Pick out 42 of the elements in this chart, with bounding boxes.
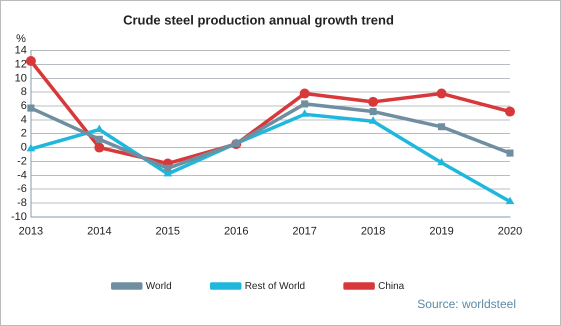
y-tick-label: -8 <box>17 196 27 209</box>
legend-label: Rest of World <box>244 280 306 292</box>
y-tick-label: -4 <box>17 169 27 182</box>
point <box>301 100 308 108</box>
point <box>368 96 378 107</box>
point <box>164 164 172 172</box>
point <box>505 106 515 117</box>
point <box>26 144 36 152</box>
point <box>26 56 36 66</box>
point <box>506 150 514 157</box>
x-tick-label: 2015 <box>156 225 180 238</box>
y-tick-label: -10 <box>10 210 27 223</box>
point <box>436 88 447 99</box>
y-tick-label: 0 <box>20 142 27 154</box>
y-tick-label: -6 <box>17 183 27 196</box>
y-tick-label: 12 <box>14 58 27 70</box>
point <box>94 142 104 153</box>
chart-title: Crude steel production annual growth trend <box>123 12 394 28</box>
point <box>506 196 514 204</box>
y-tick-label: 8 <box>20 86 27 98</box>
source-note: Source: worldsteel <box>417 297 516 311</box>
point <box>27 104 34 112</box>
y-tick-label: 6 <box>20 100 27 112</box>
point <box>370 108 377 116</box>
x-tick-label: 2020 <box>498 225 522 238</box>
point <box>438 123 446 130</box>
x-tick-label: 2016 <box>224 225 248 238</box>
point <box>96 136 103 143</box>
y-tick-label: -2 <box>17 155 27 168</box>
x-tick-label: 2014 <box>87 225 112 238</box>
y-tick-label: 10 <box>14 72 27 84</box>
y-axis-title: % <box>16 33 26 46</box>
legend-label: China <box>378 280 405 292</box>
x-tick-label: 2017 <box>292 225 317 238</box>
x-tick-label: 2019 <box>429 225 454 238</box>
y-tick-label: 2 <box>20 128 27 140</box>
x-tick-label: 2013 <box>18 225 44 238</box>
y-tick-label: 14 <box>14 44 27 57</box>
point <box>300 88 310 99</box>
x-tick-label: 2018 <box>360 225 386 238</box>
legend-label: World <box>146 280 172 292</box>
y-tick-label: 4 <box>20 114 27 126</box>
